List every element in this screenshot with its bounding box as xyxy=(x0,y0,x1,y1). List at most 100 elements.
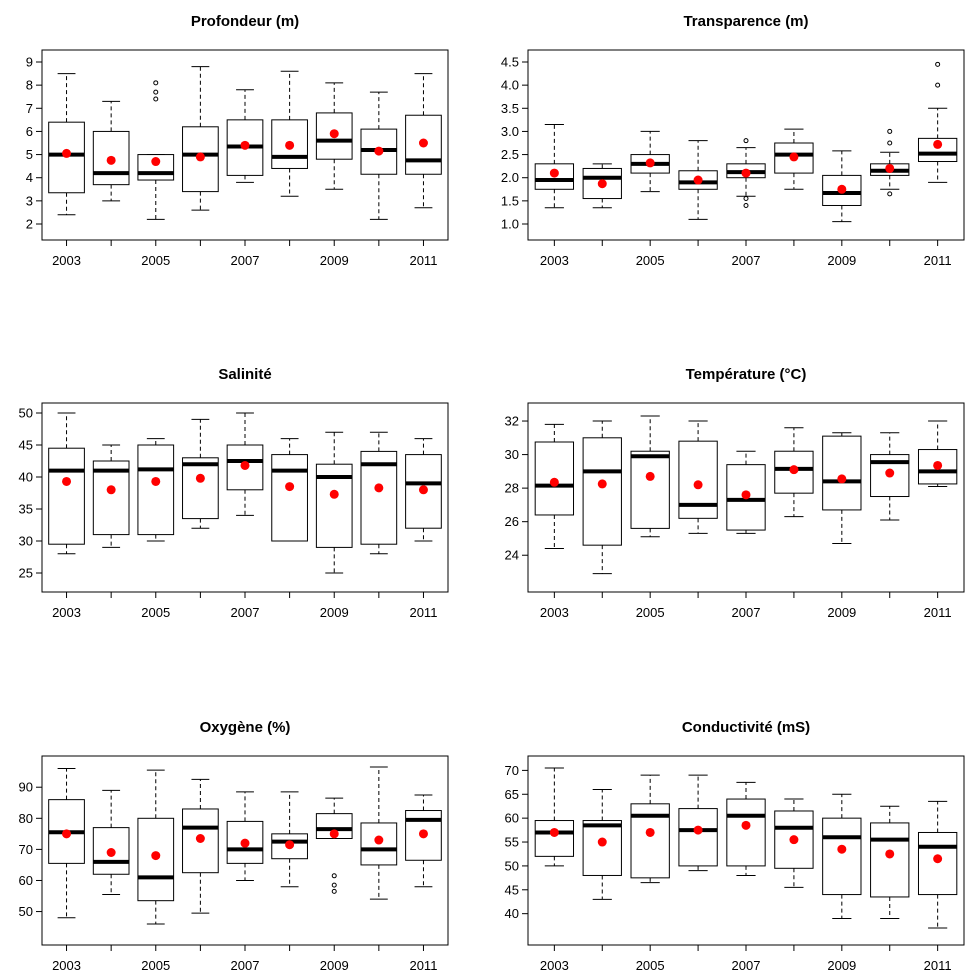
box-2004 xyxy=(92,100,130,202)
mean-point xyxy=(597,837,607,847)
mean-point xyxy=(329,489,339,499)
iqr-box xyxy=(48,447,85,545)
iqr-box xyxy=(182,457,219,520)
y-tick-label: 3.0 xyxy=(501,124,519,139)
iqr-box xyxy=(917,831,958,896)
x-tick-label: 2009 xyxy=(827,605,856,620)
x-tick-label: 2011 xyxy=(409,253,437,268)
x-tick-label: 2005 xyxy=(636,958,665,972)
mean-point xyxy=(418,138,428,148)
box-2011 xyxy=(917,800,958,929)
box-2010 xyxy=(360,431,398,555)
mean-point xyxy=(329,829,339,839)
mean-point xyxy=(789,835,799,845)
x-tick-label: 2007 xyxy=(231,253,260,268)
iqr-box xyxy=(534,820,575,857)
y-tick-label: 70 xyxy=(505,763,519,778)
mean-point xyxy=(106,847,116,857)
box-2003 xyxy=(48,768,85,919)
y-tick-label: 50 xyxy=(19,904,33,919)
mean-point xyxy=(789,465,799,475)
mean-point xyxy=(597,479,607,489)
mean-point xyxy=(693,175,703,185)
y-tick-label: 25 xyxy=(19,566,33,581)
mean-point xyxy=(933,460,943,470)
box-2011 xyxy=(405,794,442,888)
box-2007 xyxy=(726,781,766,876)
mean-point xyxy=(645,827,655,837)
y-tick-label: 40 xyxy=(19,470,33,485)
box-2005 xyxy=(137,80,175,220)
box-2004 xyxy=(582,163,622,209)
y-tick-label: 2 xyxy=(26,217,33,232)
y-tick-label: 45 xyxy=(19,438,33,453)
box-2009 xyxy=(315,82,353,190)
panel-6: Conductivité (mS) 40 45 50 55 60 65 70 2003 2005 2… xyxy=(505,719,965,972)
y-tick-label: 45 xyxy=(505,882,519,897)
box-2006 xyxy=(678,140,718,220)
outlier-point xyxy=(887,128,893,134)
outlier-point xyxy=(153,89,159,95)
y-tick-label: 32 xyxy=(505,414,519,429)
mean-point xyxy=(645,471,655,481)
y-tick-label: 4.0 xyxy=(501,78,519,93)
mean-point xyxy=(933,854,943,864)
box-2010 xyxy=(360,91,398,220)
outlier-point xyxy=(153,96,159,102)
chart-title: Oxygène (%) xyxy=(200,719,291,736)
box-2008 xyxy=(774,427,814,518)
x-tick-label: 2005 xyxy=(141,958,170,972)
mean-point xyxy=(106,155,116,165)
mean-point xyxy=(693,480,703,490)
mean-point xyxy=(741,490,751,500)
y-tick-label: 4.5 xyxy=(501,55,519,70)
y-tick-label: 6 xyxy=(26,124,33,139)
mean-point xyxy=(106,485,116,495)
x-tick-label: 2009 xyxy=(320,253,349,268)
mean-point xyxy=(285,140,295,150)
outlier-point xyxy=(331,873,337,879)
iqr-box xyxy=(582,820,622,876)
x-tick-label: 2009 xyxy=(827,958,856,972)
mean-point xyxy=(151,476,161,486)
x-tick-label: 2007 xyxy=(732,958,761,972)
box-2011 xyxy=(917,61,958,183)
box-2004 xyxy=(92,444,130,548)
y-tick-label: 40 xyxy=(505,906,519,921)
box-2005 xyxy=(630,130,670,193)
mean-point xyxy=(62,476,72,486)
mean-point xyxy=(837,474,847,484)
x-tick-label: 2011 xyxy=(924,605,952,620)
y-tick-label: 55 xyxy=(505,835,519,850)
outlier-point xyxy=(935,82,941,88)
box-2005 xyxy=(137,438,175,542)
mean-point xyxy=(885,468,895,478)
panel-5: Oxygène (%) 50 60 70 80 90 2003 2005 2007 2009 201… xyxy=(19,719,449,972)
y-tick-label: 60 xyxy=(505,811,519,826)
box-2009 xyxy=(315,797,353,894)
box-2006 xyxy=(678,420,718,534)
y-tick-label: 80 xyxy=(19,811,33,826)
y-tick-label: 24 xyxy=(505,548,519,563)
mean-point xyxy=(885,849,895,859)
box-2010 xyxy=(870,805,910,919)
box-2006 xyxy=(182,418,219,529)
x-tick-label: 2003 xyxy=(52,958,81,972)
y-tick-label: 1.5 xyxy=(501,193,519,208)
box-2006 xyxy=(182,778,219,914)
y-tick-label: 50 xyxy=(19,406,33,421)
box-2003 xyxy=(48,412,85,555)
mean-point xyxy=(837,844,847,854)
y-tick-label: 3 xyxy=(26,193,33,208)
x-tick-label: 2005 xyxy=(141,605,170,620)
box-2004 xyxy=(582,420,622,575)
box-2008 xyxy=(271,438,308,542)
mean-point xyxy=(597,179,607,189)
outlier-point xyxy=(743,202,749,208)
box-2009 xyxy=(315,431,353,574)
mean-point xyxy=(741,168,751,178)
box-2011 xyxy=(405,438,442,542)
mean-point xyxy=(693,825,703,835)
box-2007 xyxy=(226,89,264,183)
